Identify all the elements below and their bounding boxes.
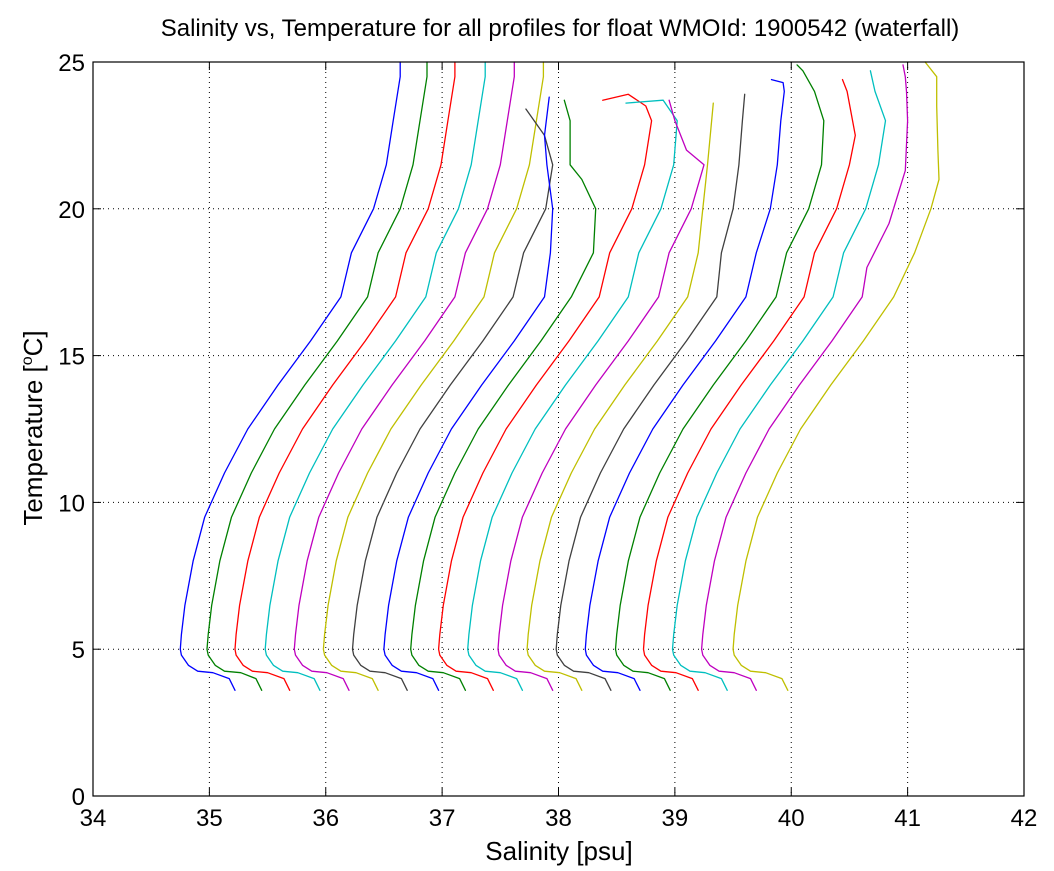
y-tick-label: 25 [58, 50, 85, 77]
profile-line-1 [179, 61, 401, 691]
profile-line-3 [234, 61, 456, 691]
y-tick-label: 10 [58, 490, 85, 517]
y-axis-label-unit: C] [18, 330, 48, 356]
profile-line-9 [410, 99, 597, 691]
x-tick-label: 34 [80, 805, 107, 832]
profile-line-17 [642, 78, 856, 691]
x-tick-label: 41 [894, 805, 921, 832]
y-tick-label: 15 [58, 344, 85, 371]
x-axis-label: Salinity [psu] [485, 836, 632, 866]
profile-line-12 [497, 99, 705, 691]
x-tick-label: 39 [662, 805, 689, 832]
y-axis-label-superscript: o [19, 356, 36, 365]
axis-ticks [92, 61, 1025, 797]
x-tick-labels: 34 35 36 37 38 39 40 41 42 [80, 805, 1038, 832]
profile-line-20 [732, 61, 940, 691]
y-tick-label: 0 [72, 784, 85, 811]
profile-line-15 [584, 78, 785, 691]
profile-line-19 [700, 64, 909, 691]
profile-line-4 [264, 61, 486, 691]
x-tick-label: 35 [196, 805, 223, 832]
x-tick-label: 38 [545, 805, 572, 832]
y-tick-label: 20 [58, 197, 85, 224]
profile-line-6 [322, 61, 545, 691]
x-tick-label: 40 [778, 805, 805, 832]
x-tick-label: 42 [1011, 805, 1038, 832]
profile-line-10 [437, 93, 653, 691]
x-tick-label: 36 [312, 805, 339, 832]
chart-title: Salinity vs, Temperature for all profile… [161, 15, 960, 42]
profile-line-16 [614, 64, 825, 691]
y-axis-label: Temperature [oC] [18, 330, 48, 525]
y-axis-label-main: Temperature [ [18, 364, 48, 525]
profile-line-13 [526, 102, 714, 691]
profile-line-14 [555, 93, 746, 691]
profile-line-5 [293, 61, 515, 691]
y-tick-labels: 0 5 10 15 20 25 [58, 50, 85, 811]
profile-line-11 [467, 99, 678, 691]
x-tick-label: 37 [429, 805, 456, 832]
profile-line-2 [206, 61, 428, 691]
profile-line-8 [383, 96, 554, 691]
profile-line-7 [351, 108, 554, 691]
series-layer [179, 61, 940, 691]
y-tick-label: 5 [72, 637, 85, 664]
profile-line-18 [671, 70, 887, 691]
